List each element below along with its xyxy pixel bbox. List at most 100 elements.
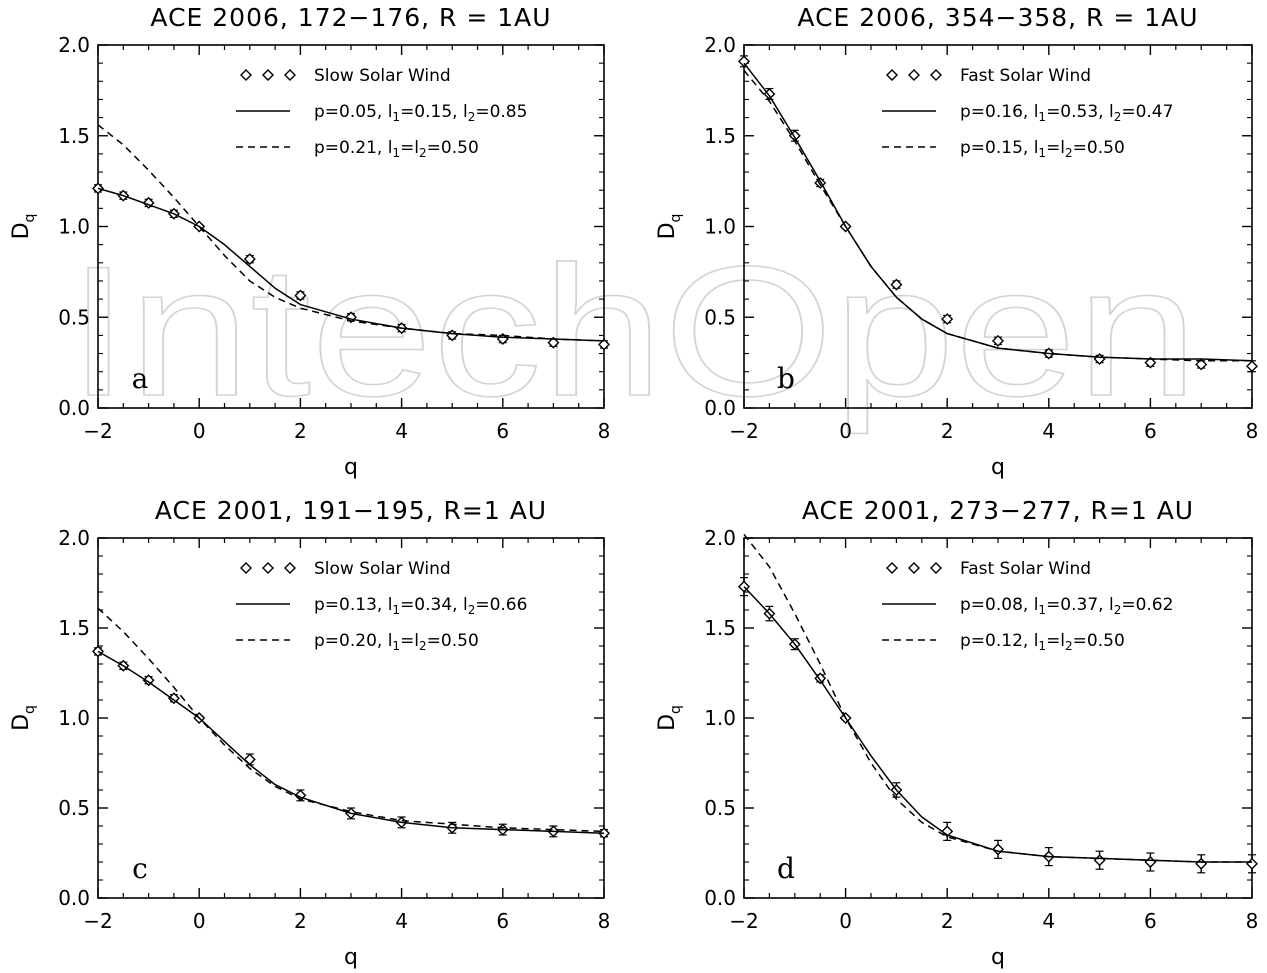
legend-subscript: 1 — [1038, 603, 1046, 617]
y-axis-label-main: D — [9, 222, 34, 239]
legend-subscript: 1 — [392, 110, 400, 124]
chart-title: ACE 2001, 273−277, R=1 AU — [802, 496, 1194, 525]
x-tick-label: 2 — [941, 909, 954, 933]
legend-text: =0.66 — [475, 595, 527, 615]
data-point-diamond — [1093, 854, 1106, 867]
chart-panel-a: ACE 2006, 172−176, R = 1AU −2 0 2 4 6 8 0.0 0.5 1… — [9, 3, 610, 480]
x-tick-label: 6 — [496, 909, 509, 933]
x-axis-label: q — [991, 945, 1005, 970]
legend-text: p=0.12, l — [960, 631, 1038, 651]
legend-label: p=0.20, l1=l2=0.50 — [314, 631, 479, 653]
x-tick-label: 4 — [395, 909, 408, 933]
y-tick-label: 1.5 — [704, 124, 736, 148]
legend-diamond-marker — [262, 69, 274, 81]
legend-subscript: 2 — [419, 639, 427, 653]
legend-label: Fast Solar Wind — [960, 559, 1091, 579]
legend-subscript: 1 — [392, 603, 400, 617]
chart-panel-c: ACE 2001, 191−195, R=1 AU −2 0 2 4 6 8 0.0 0.5 1.… — [9, 496, 610, 970]
y-tick-label: 1.5 — [58, 616, 90, 640]
legend-diamond-marker — [240, 562, 252, 574]
y-tick-label: 0.0 — [704, 886, 736, 910]
data-point-diamond — [598, 338, 610, 351]
legend-label: p=0.05, l1=0.15, l2=0.85 — [314, 102, 527, 124]
y-tick-label: 0.0 — [58, 886, 90, 910]
data-point-diamond — [890, 278, 903, 291]
legend-subscript: 2 — [1114, 110, 1122, 124]
legend-text: =0.53, l — [1046, 102, 1114, 122]
legend-text: p=0.15, l — [960, 138, 1038, 158]
plot-frame — [97, 537, 605, 899]
legend-diamond-marker — [886, 562, 898, 574]
x-tick-label: −2 — [729, 419, 758, 443]
data-point-diamond — [1195, 857, 1208, 870]
y-axis-label-subscript: q — [22, 214, 38, 223]
x-tick-label: 6 — [1144, 419, 1157, 443]
data-point-diamond — [294, 289, 307, 302]
data-point-diamond — [1246, 857, 1258, 870]
panel-letter: b — [777, 362, 795, 395]
y-axis-label-subscript: q — [668, 705, 684, 714]
y-tick-label: 1.0 — [704, 215, 736, 239]
legend-text: =l — [400, 138, 419, 158]
chart-title: ACE 2006, 354−358, R = 1AU — [797, 3, 1198, 32]
x-tick-label: 8 — [598, 909, 611, 933]
legend-label: p=0.15, l1=l2=0.50 — [960, 138, 1125, 160]
x-tick-label: 0 — [193, 419, 206, 443]
legend-text: =0.62 — [1121, 595, 1173, 615]
legend-diamond-marker — [262, 562, 274, 574]
legend-diamond-marker — [284, 69, 296, 81]
legend-subscript: 2 — [419, 146, 427, 160]
data-point-diamond — [243, 753, 256, 766]
legend-subscript: 1 — [392, 146, 400, 160]
x-tick-label: 2 — [294, 909, 307, 933]
series-line-dashed — [743, 533, 1252, 863]
legend-text: p=0.16, l — [960, 102, 1038, 122]
y-axis-label: Dq — [9, 214, 38, 240]
series-line-solid — [97, 187, 605, 342]
x-tick-label: 8 — [598, 419, 611, 443]
y-tick-label: 2.0 — [704, 33, 736, 57]
y-tick-label: 0.5 — [704, 305, 736, 329]
series-line-dashed — [97, 607, 605, 833]
legend-text: =0.15, l — [400, 102, 468, 122]
panel-letter: c — [132, 852, 148, 885]
x-tick-label: −2 — [83, 419, 112, 443]
x-tick-label: 2 — [941, 419, 954, 443]
data-point-diamond — [738, 55, 750, 68]
x-tick-label: 4 — [395, 419, 408, 443]
data-point-diamond — [167, 692, 180, 705]
legend-label: Fast Solar Wind — [960, 66, 1091, 86]
y-axis-label-subscript: q — [22, 705, 38, 714]
legend-subscript: 2 — [1065, 146, 1073, 160]
legend-subscript: 2 — [1065, 639, 1073, 653]
series-line-solid — [743, 62, 1253, 362]
legend-diamond-marker — [908, 69, 920, 81]
y-tick-label: 1.0 — [58, 215, 90, 239]
x-axis-label: q — [344, 455, 358, 480]
data-point-diamond — [1144, 856, 1157, 868]
legend-subscript: 2 — [468, 603, 476, 617]
x-tick-label: 8 — [1246, 909, 1259, 933]
y-axis-label: Dq — [655, 705, 684, 731]
legend-text: =0.50 — [427, 631, 479, 651]
x-tick-label: −2 — [729, 909, 758, 933]
legend-diamond-marker — [930, 69, 942, 81]
legend-subscript: 2 — [468, 110, 476, 124]
series-line-solid — [743, 586, 1252, 863]
legend-diamond-marker — [284, 562, 296, 574]
legend-label: p=0.13, l1=0.34, l2=0.66 — [314, 595, 527, 617]
x-tick-label: −2 — [83, 909, 112, 933]
legend-label: p=0.08, l1=0.37, l2=0.62 — [960, 595, 1173, 617]
legend-text: p=0.08, l — [960, 595, 1038, 615]
legend-subscript: 1 — [1038, 146, 1046, 160]
legend-label: p=0.21, l1=l2=0.50 — [314, 138, 479, 160]
chart-panel-d: ACE 2001, 273−277, R=1 AU −2 0 2 4 6 8 0.0 0.5 1.… — [655, 496, 1258, 970]
legend-text: Slow Solar Wind — [314, 66, 451, 86]
x-tick-label: 0 — [839, 909, 852, 933]
x-tick-label: 6 — [496, 419, 509, 443]
chart-panel-b: ACE 2006, 354−358, R = 1AU −2 0 2 4 6 8 0.0 0.5 1… — [655, 3, 1258, 480]
y-tick-label: 0.0 — [704, 396, 736, 420]
x-tick-label: 4 — [1042, 909, 1055, 933]
x-tick-label: 8 — [1246, 419, 1259, 443]
